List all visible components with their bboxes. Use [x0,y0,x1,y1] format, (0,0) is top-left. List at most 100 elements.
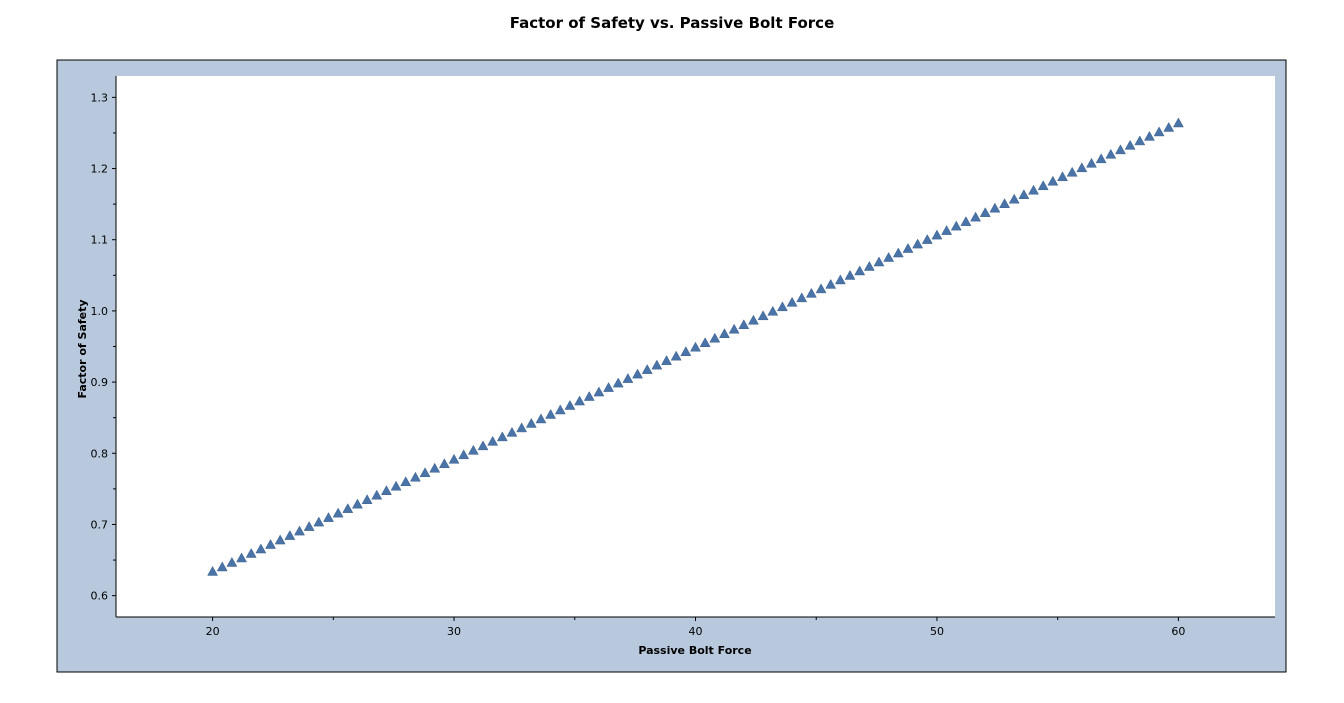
x-axis-title: Passive Bolt Force [638,644,751,657]
data-point [709,332,721,343]
data-point [574,395,586,406]
data-point [564,399,576,410]
data-point [1172,117,1184,128]
x-tick-label: 40 [689,625,703,638]
data-point [670,350,682,361]
data-point [429,462,441,473]
y-tick-label: 1.3 [91,91,109,104]
data-point [815,283,827,294]
data-point [1066,166,1078,177]
data-point [525,417,537,428]
data-point [931,229,943,240]
x-axis-ticks: 20 30 40 50 60 [206,617,1185,638]
data-point [458,449,470,460]
data-point [419,467,431,478]
data-point [255,543,267,554]
data-point [796,292,808,303]
data-point [603,382,614,392]
y-tick-label: 0.6 [91,590,109,603]
x-tick-label: 50 [930,625,944,638]
data-point [409,471,421,482]
data-point [748,314,759,325]
data-point [1115,144,1126,155]
data-point [632,368,643,379]
x-tick-label: 20 [206,625,220,638]
data-point [1124,139,1136,150]
data-point [516,422,528,433]
data-point [825,278,837,289]
y-tick-label: 1.2 [91,163,109,176]
data-point [274,534,286,545]
data-point [921,234,933,244]
data-point [941,225,953,235]
data-point [661,355,672,365]
data-point [680,346,692,356]
data-point [352,498,363,509]
data-point [1144,130,1155,141]
data-point [1076,162,1088,173]
data-point [545,408,557,419]
data-point [323,512,334,522]
data-point [1134,135,1146,146]
data-point [719,328,730,339]
data-point [284,530,296,540]
data-point [757,310,769,321]
data-point [1163,121,1175,132]
data-point [1095,153,1107,164]
data-point [690,341,701,352]
data-point [651,359,663,370]
data-point [777,301,788,312]
data-point [332,507,344,518]
data-point [303,521,315,531]
data-point [496,431,508,442]
x-tick-label: 60 [1171,625,1185,638]
data-point [883,252,895,262]
data-point [979,207,991,217]
y-tick-label: 0.7 [91,518,109,531]
data-point [960,216,972,226]
data-point [728,323,740,334]
data-point [999,198,1010,208]
data-point [245,547,257,558]
y-axis-ticks: 0.6 0.7 0.8 0.9 1.0 1.1 1.2 1.3 [91,91,116,603]
data-point [583,391,595,401]
data-point [226,556,238,567]
data-point [1037,180,1049,191]
data-point [216,561,228,572]
data-point [371,489,383,500]
data-point [1018,189,1030,199]
data-point [612,377,624,388]
data-point [400,476,412,486]
data-point [467,444,479,455]
data-point [622,373,634,383]
data-point [390,480,402,491]
data-point [1086,157,1097,168]
data-point [834,274,846,285]
data-point [1028,184,1039,195]
data-point [506,426,518,437]
data-point [448,453,460,464]
data-point [844,269,856,280]
data-point [1047,175,1059,186]
data-point [554,404,566,415]
data-point [989,202,1001,213]
data-point [487,435,499,446]
data-point [805,287,817,298]
data-point [738,319,750,330]
data-point [902,243,914,253]
data-point [361,494,373,504]
data-point [767,305,779,316]
data-point [265,539,276,549]
data-point [236,552,247,563]
data-point [535,413,547,424]
data-point [873,256,885,267]
data-point [1008,193,1020,204]
data-point [1153,126,1165,137]
data-point [438,458,450,469]
data-point [1105,148,1117,159]
data-point [1057,171,1068,182]
y-tick-label: 0.9 [91,376,109,389]
y-tick-label: 1.1 [91,234,109,247]
data-point [950,220,962,231]
